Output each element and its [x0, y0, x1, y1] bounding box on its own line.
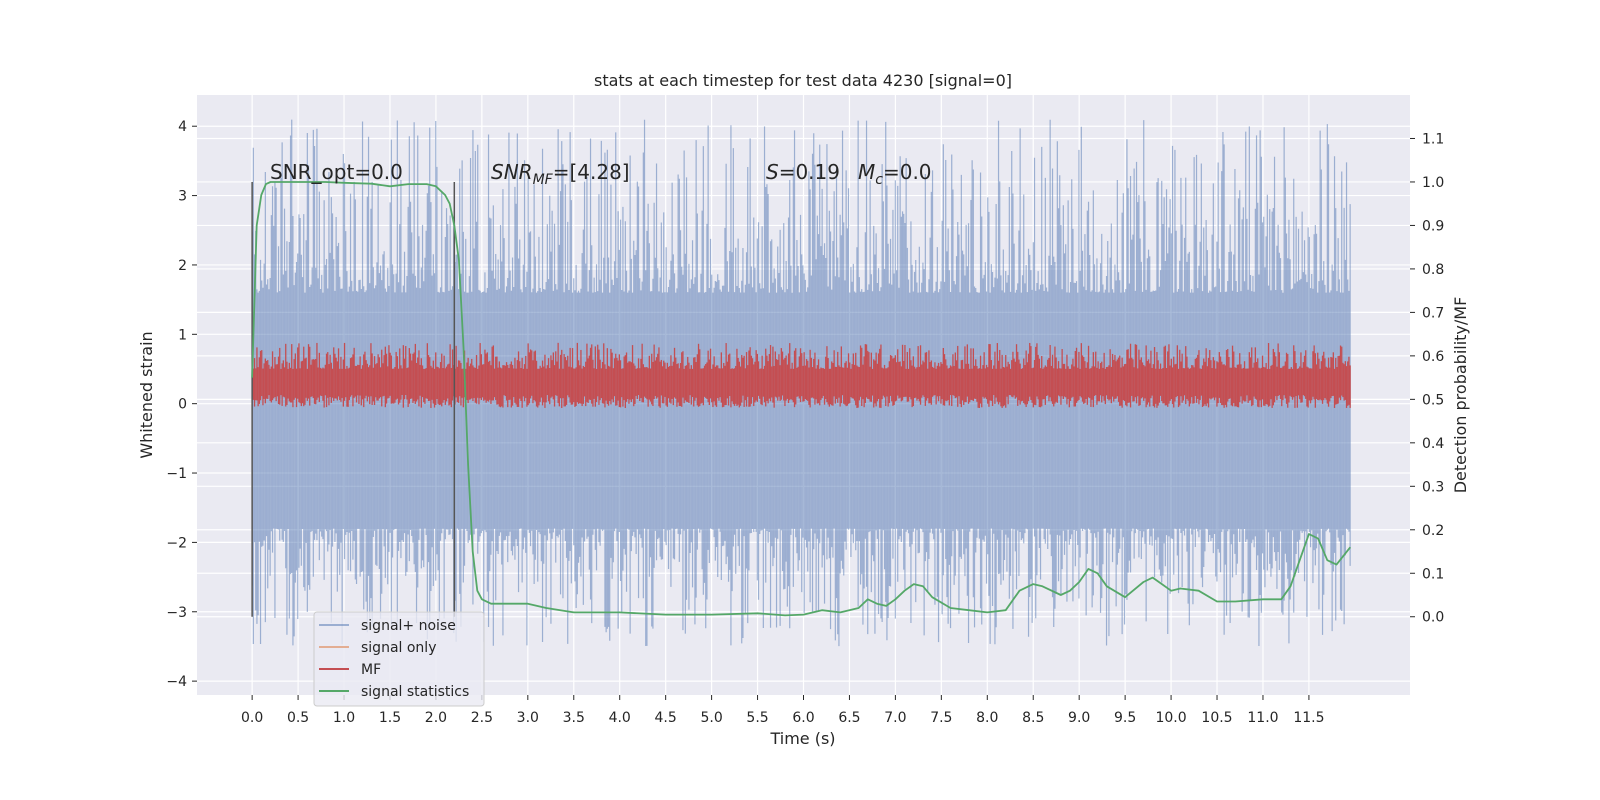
snr-opt-annotation: SNR_opt=0.0: [270, 160, 403, 184]
x-tick-label: 7.5: [930, 710, 952, 726]
x-tick-label: 3.0: [517, 710, 539, 726]
x-tick-label: 1.5: [379, 710, 401, 726]
y2-tick-label: 0.0: [1422, 610, 1444, 626]
legend-label-signal-only: signal only: [361, 640, 436, 656]
x-tick-label: 9.0: [1068, 710, 1090, 726]
x-tick-label: 10.0: [1155, 710, 1186, 726]
y-tick-label: −3: [166, 605, 187, 621]
chart-title: stats at each timestep for test data 423…: [594, 71, 1012, 90]
x-tick-label: 5.0: [700, 710, 722, 726]
legend-label-signal-statistics: signal statistics: [361, 684, 469, 700]
x-tick-label: 0.5: [287, 710, 309, 726]
vlines: [251, 181, 456, 617]
x-tick-label: 1.0: [333, 710, 355, 726]
y2-tick-label: 0.3: [1422, 479, 1444, 495]
snr-mf-value: =[4.28]: [553, 160, 630, 184]
signal-statistics-series: [251, 181, 1352, 617]
y2-tick-label: 0.1: [1422, 566, 1444, 582]
snr-mf-annotation: SNRMF=[4.28]: [491, 160, 630, 188]
mc-annotation: Mc=0.0: [858, 160, 932, 188]
y-axis-label: Whitened strain: [137, 331, 156, 458]
s-annotation: S=0.19: [766, 160, 840, 184]
legend-box: [313, 611, 485, 707]
mc-sub: c: [875, 172, 883, 188]
snr-mf-sub: MF: [533, 172, 554, 188]
legend-label-mf: MF: [361, 662, 381, 678]
y-tick-label: 1: [178, 327, 187, 343]
y2-tick-label: 0.6: [1422, 349, 1444, 365]
x-tick-label: 6.0: [792, 710, 814, 726]
mf-series: [251, 342, 1351, 409]
y-ticks: −4 −3 −2 −1 0 1 2 3 4: [166, 119, 197, 690]
legend-label-signal-noise: signal+ noise: [361, 618, 456, 634]
x-tick-label: 3.5: [563, 710, 585, 726]
mc-value: =0.0: [883, 160, 932, 184]
x-tick-label: 7.0: [884, 710, 906, 726]
signal-statistics-line: [251, 181, 1352, 617]
x-ticks: 0.0 0.5 1.0 1.5 2.0 2.5 3.0 3.5 4.0 4.5 5.0 5.5 6.0 6…: [241, 695, 1325, 726]
y2-tick-label: 1.1: [1422, 131, 1444, 147]
x-tick-label: 4.5: [655, 710, 677, 726]
y2-tick-label: 0.8: [1422, 262, 1444, 278]
x-tick-label: 8.0: [976, 710, 998, 726]
y2-tick-label: 1.0: [1422, 175, 1444, 191]
y2-axis-label: Detection probability/MF: [1451, 297, 1470, 494]
s-value: =0.19: [779, 160, 840, 184]
y2-tick-label: 0.5: [1422, 392, 1444, 408]
snr-mf-prefix: SNR: [491, 160, 533, 184]
x-tick-label: 10.5: [1201, 710, 1232, 726]
y2-tick-label: 0.2: [1422, 523, 1444, 539]
x-tick-label: 8.5: [1022, 710, 1044, 726]
x-axis-label: Time (s): [769, 729, 835, 748]
y-tick-label: 2: [178, 258, 187, 274]
legend: signal+ noise signal only MF signal stat…: [313, 611, 485, 707]
y2-tick-label: 0.9: [1422, 218, 1444, 234]
x-tick-label: 9.5: [1114, 710, 1136, 726]
x-tick-label: 2.5: [471, 710, 493, 726]
y-tick-label: 4: [178, 119, 187, 135]
s-prefix: S: [766, 160, 779, 184]
x-tick-label: 0.0: [241, 710, 263, 726]
x-tick-label: 4.0: [609, 710, 631, 726]
x-tick-label: 5.5: [746, 710, 768, 726]
mc-prefix: M: [858, 160, 875, 184]
y-tick-label: −2: [166, 535, 187, 551]
x-tick-label: 11.0: [1247, 710, 1278, 726]
y-tick-label: −4: [166, 674, 187, 690]
y-tick-label: 0: [178, 397, 187, 413]
x-tick-label: 11.5: [1293, 710, 1324, 726]
y2-ticks: 0.0 0.1 0.2 0.3 0.4 0.5 0.6 0.7 0.8 0.9 1.0 1.1: [1410, 131, 1444, 626]
y2-tick-label: 0.7: [1422, 305, 1444, 321]
y2-tick-label: 0.4: [1422, 436, 1444, 452]
y-tick-label: −1: [166, 466, 187, 482]
x-tick-label: 2.0: [425, 710, 447, 726]
y-tick-label: 3: [178, 189, 187, 205]
x-tick-label: 6.5: [838, 710, 860, 726]
